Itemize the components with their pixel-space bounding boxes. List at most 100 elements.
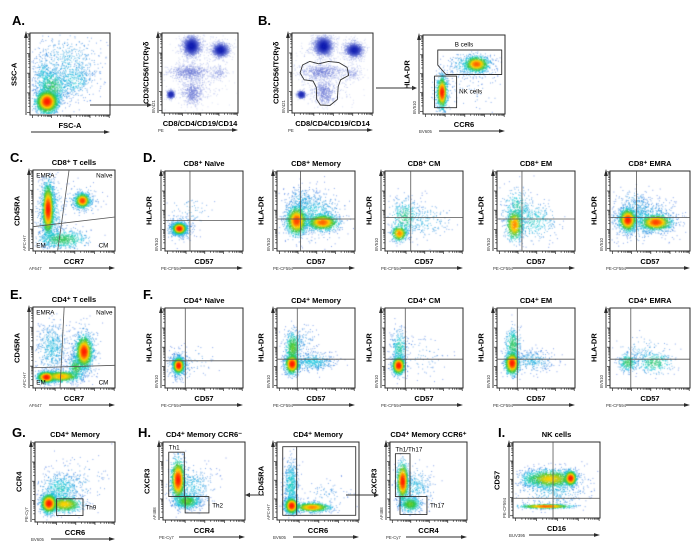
quadrant-label-e1-3: CM <box>98 379 109 387</box>
dot-plot-d1 <box>166 172 242 250</box>
quadrant-label-c1-0: EMRA <box>36 172 55 180</box>
plot-frame-d3 <box>379 169 464 270</box>
x-fluor-label-b2: BV605 <box>419 128 432 134</box>
plot-title-f4: CD4⁺ EM <box>519 296 553 305</box>
quadrant-label-e1-0: EMRA <box>36 309 55 317</box>
x-fluor-label-d4: PE-CF594 <box>493 265 514 271</box>
plot-title-d2: CD8⁺ Memory <box>291 159 341 168</box>
panel-letter-b: B. <box>258 13 271 28</box>
x-fluor-label-e1: AF647 <box>29 402 42 408</box>
dot-plot-f1 <box>166 309 242 387</box>
x-axis-label-d4: CD57 <box>526 257 546 266</box>
plot-frame-h1 <box>157 440 246 539</box>
x-axis-label-h1: CCR4 <box>193 526 215 535</box>
plot-title-f2: CD4⁺ Memory <box>291 296 341 305</box>
y-axis-label-a1: SSC-A <box>9 62 19 86</box>
plot-frame-f2 <box>271 306 356 407</box>
plot-frame-f4 <box>491 306 576 407</box>
x-fluor-label-d5: PE-CF594 <box>606 265 627 271</box>
panel-letter-c: C. <box>10 150 23 165</box>
plot-frame-g1 <box>29 440 116 541</box>
plot-frame-a2 <box>156 31 239 132</box>
quadrant-label-c1-1: Naïve <box>96 172 113 180</box>
x-fluor-label-g1: BV605 <box>31 536 44 542</box>
plot-frame-e1 <box>27 305 116 407</box>
plot-frame-h3 <box>384 440 468 539</box>
x-fluor-label-i1: BUV395 <box>509 532 526 538</box>
dot-plot-e1 <box>34 308 114 387</box>
x-axis-label-d5: CD57 <box>640 257 660 266</box>
dot-plot-b1 <box>293 34 372 112</box>
x-axis-label-f1: CD57 <box>194 394 214 403</box>
x-axis-label-c1: CCR7 <box>63 257 85 266</box>
x-axis-label-h2: CCR6 <box>307 526 329 535</box>
dot-plot-c1 <box>34 171 114 250</box>
dot-plot-i1 <box>514 443 599 517</box>
panel-letter-f: F. <box>143 287 154 302</box>
plot-frame-c1 <box>27 168 116 270</box>
x-axis-label-d2: CD57 <box>306 257 326 266</box>
quadrant-label-c1-2: EM <box>36 242 46 250</box>
plot-frame-h2 <box>271 440 360 539</box>
dot-plot-f3 <box>386 309 462 387</box>
x-fluor-label-c1: AF647 <box>29 265 42 271</box>
plot-title-e1: CD4⁺ T cells <box>51 295 97 304</box>
plot-title-d3: CD8⁺ CM <box>407 159 441 168</box>
x-fluor-label-f2: PE-CF594 <box>273 402 294 408</box>
plot-frame-f3 <box>379 306 464 407</box>
x-axis-label-g1: CCR6 <box>64 528 86 537</box>
gate-label-h1-1: Th2 <box>212 502 224 510</box>
x-axis-label-a2: CD8/CD4/CD19/CD14 <box>162 119 238 128</box>
quadrant-label-e1-2: EM <box>36 379 46 387</box>
plot-title-g1: CD4⁺ Memory <box>50 430 100 439</box>
gate-label-b2-1: NK cells <box>459 88 483 96</box>
x-axis-label-e1: CCR7 <box>63 394 85 403</box>
dot-plot-f2 <box>278 309 354 387</box>
dot-plot-a1 <box>31 34 109 114</box>
quadrant-label-c1-3: CM <box>98 242 109 250</box>
dot-plot-f5 <box>611 309 689 387</box>
plot-frame-d2 <box>271 169 356 270</box>
gate-label-h3-0: Th1/Th17 <box>395 446 423 454</box>
x-fluor-label-h1: PE-Cy7 <box>159 534 174 540</box>
plot-frame-f1 <box>159 306 244 407</box>
dot-plot-f4 <box>498 309 574 387</box>
plot-title-d1: CD8⁺ Naïve <box>183 159 225 168</box>
x-axis-label-f4: CD57 <box>526 394 546 403</box>
x-axis-label-a1: FSC-A <box>58 121 82 130</box>
x-axis-label-d1: CD57 <box>194 257 214 266</box>
x-fluor-label-f1: PE-CF594 <box>161 402 182 408</box>
plot-title-h2: CD4⁺ Memory <box>293 430 343 439</box>
dot-plot-h3 <box>391 443 466 519</box>
gate-label-h1-0: Th1 <box>168 444 180 452</box>
plot-frame-b1 <box>286 31 374 132</box>
plot-frame-d1 <box>159 169 244 270</box>
dot-plot-g1 <box>36 443 114 521</box>
plot-title-d5: CD8⁺ EMRA <box>628 159 672 168</box>
x-fluor-label-a2: PE <box>158 127 164 133</box>
panel-letter-a: A. <box>12 13 25 28</box>
dot-plot-d3 <box>386 172 462 250</box>
dot-plot-h1 <box>164 443 244 519</box>
dot-plot-a2 <box>163 34 237 112</box>
x-axis-label-h3: CCR4 <box>418 526 439 535</box>
x-fluor-label-f5: PE-CF594 <box>606 402 627 408</box>
gate-label-g1-0: Th9 <box>85 504 97 512</box>
x-fluor-label-b1: PE <box>288 127 294 133</box>
panel-letter-d: D. <box>143 150 156 165</box>
plot-title-d4: CD8⁺ EM <box>519 159 553 168</box>
x-axis-label-d3: CD57 <box>414 257 434 266</box>
dot-plot-d5 <box>611 172 689 250</box>
quadrant-label-e1-1: Naïve <box>96 309 113 317</box>
plot-frame-d5 <box>604 169 691 270</box>
x-axis-label-i1: CD16 <box>546 524 567 533</box>
plot-title-h1: CD4⁺ Memory CCR6⁻ <box>165 430 243 439</box>
plot-frame-i1 <box>507 440 601 537</box>
panel-letter-e: E. <box>10 287 23 302</box>
dot-plot-h2 <box>278 443 358 519</box>
plot-frame-f5 <box>604 306 691 407</box>
x-fluor-label-f4: PE-CF594 <box>493 402 514 408</box>
dot-plot-d2 <box>278 172 354 250</box>
x-fluor-label-f3: PE-CF594 <box>381 402 402 408</box>
